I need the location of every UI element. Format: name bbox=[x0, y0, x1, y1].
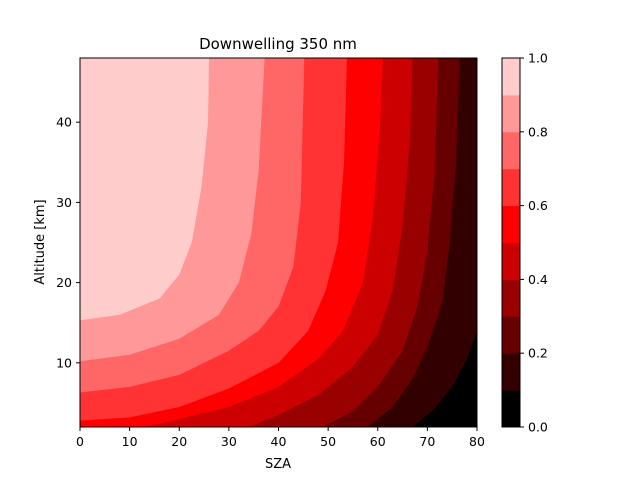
colorbar-segment-4 bbox=[502, 242, 520, 280]
colorbar-tick-label: 0.2 bbox=[528, 346, 548, 361]
x-tick-label: 40 bbox=[271, 434, 287, 449]
chart-title: Downwelling 350 nm bbox=[199, 35, 357, 53]
x-tick-label: 70 bbox=[419, 434, 435, 449]
plot-area bbox=[80, 58, 477, 427]
colorbar-tick-label: 0.0 bbox=[528, 420, 548, 435]
colorbar-segment-3 bbox=[502, 279, 520, 317]
x-tick-label: 30 bbox=[221, 434, 237, 449]
x-tick-label: 20 bbox=[171, 434, 187, 449]
contour-band-9 bbox=[80, 58, 210, 427]
colorbar-segment-1 bbox=[502, 353, 520, 391]
colorbar-segment-5 bbox=[502, 205, 520, 243]
x-axis-label: SZA bbox=[265, 457, 291, 472]
x-tick-label: 50 bbox=[320, 434, 336, 449]
y-axis-label: Altitude [km] bbox=[33, 199, 48, 284]
x-tick-label: 80 bbox=[469, 434, 485, 449]
colorbar: 0.0 0.2 0.4 0.6 0.8 1.0 bbox=[501, 51, 548, 435]
y-tick-label: 10 bbox=[56, 355, 72, 370]
colorbar-tick-label: 0.8 bbox=[528, 124, 548, 139]
y-axis: 10 20 30 40 bbox=[56, 115, 80, 370]
colorbar-segment-8 bbox=[502, 94, 520, 133]
x-tick-label: 60 bbox=[370, 434, 386, 449]
colorbar-tick-label: 0.4 bbox=[528, 272, 548, 287]
y-tick-label: 40 bbox=[56, 115, 72, 130]
colorbar-segment-6 bbox=[502, 168, 520, 207]
colorbar-tick-label: 0.6 bbox=[528, 198, 548, 213]
colorbar-tick-label: 1.0 bbox=[528, 51, 548, 66]
x-tick-label: 0 bbox=[76, 434, 84, 449]
y-tick-label: 20 bbox=[56, 275, 72, 290]
y-tick-label: 30 bbox=[56, 195, 72, 210]
colorbar-segment-0 bbox=[502, 390, 520, 428]
colorbar-segment-7 bbox=[502, 131, 520, 170]
colorbar-segment-2 bbox=[502, 316, 520, 354]
colorbar-frame bbox=[501, 57, 521, 428]
x-axis: 0 10 20 30 40 50 60 70 80 bbox=[76, 427, 485, 449]
x-tick-label: 10 bbox=[122, 434, 138, 449]
colorbar-segment-9 bbox=[502, 58, 520, 96]
